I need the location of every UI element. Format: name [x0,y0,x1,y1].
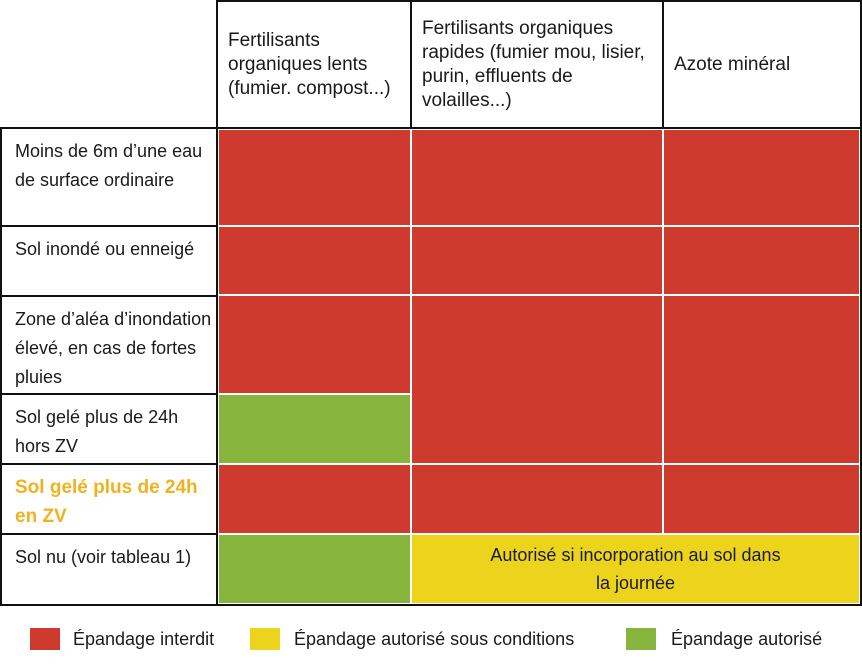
row-label-frozen-in-zv: Sol gelé plus de 24h en ZV [0,463,218,535]
cell-forbidden [411,226,663,295]
cell-forbidden [218,226,411,295]
cell-forbidden [411,464,663,534]
column-header-mineral-nitrogen: Azote minéral [662,0,862,129]
legend-swatch-forbidden [30,628,60,650]
cell-forbidden [663,226,860,295]
column-header-label: Fertilisants organiques rapides (fumier … [422,17,645,111]
cell-forbidden [218,295,411,394]
column-header-fast-organic: Fertilisants organiques rapides (fumier … [410,0,664,129]
row-label-bare-soil: Sol nu (voir tableau 1) [0,533,218,606]
row-label-text: Moins de 6m d’une eau de surface ordinai… [15,141,203,190]
row-label-text: Zone d’aléa d’inondation élevé, en cas d… [15,309,212,387]
cell-forbidden [663,129,860,226]
row-label-flooded-snowy: Sol inondé ou enneigé [0,225,218,297]
legend-swatch-allowed [626,628,656,650]
conditional-note: Autorisé si incorporation au sol dans la… [490,545,781,593]
cell-forbidden [218,464,411,534]
legend: Épandage interdit Épandage autorisé sous… [0,606,862,669]
column-header-slow-organic: Fertilisants organiques lents (fumier. c… [216,0,412,129]
spreading-rules-table: Fertilisants organiques lents (fumier. c… [0,0,862,606]
legend-label-forbidden: Épandage interdit [73,629,215,649]
row-label-surface-water: Moins de 6m d’une eau de surface ordinai… [0,127,218,227]
cell-forbidden [218,129,411,226]
cell-forbidden [411,129,663,226]
cell-forbidden-merged [663,295,860,464]
cell-conditional: Autorisé si incorporation au sol dans la… [411,534,860,604]
legend-label-allowed: Épandage autorisé [671,629,823,649]
row-label-flood-risk-zone: Zone d’aléa d’inondation élevé, en cas d… [0,295,218,395]
legend-label-conditional: Épandage autorisé sous conditions [294,629,575,649]
legend-swatch-conditional [250,628,280,650]
cell-forbidden [663,464,860,534]
cell-forbidden-merged [411,295,663,464]
row-label-text: Sol gelé plus de 24h en ZV [15,477,198,527]
column-header-label: Azote minéral [674,53,791,75]
row-label-frozen-outside-zv: Sol gelé plus de 24h hors ZV [0,393,218,465]
row-label-text: Sol nu (voir tableau 1) [15,547,192,567]
cell-allowed [218,394,411,464]
column-header-label: Fertilisants organiques lents (fumier. c… [228,29,391,99]
cell-allowed [218,534,411,604]
table-border [216,127,862,606]
row-label-text: Sol gelé plus de 24h hors ZV [15,407,179,456]
row-label-text: Sol inondé ou enneigé [15,239,195,259]
